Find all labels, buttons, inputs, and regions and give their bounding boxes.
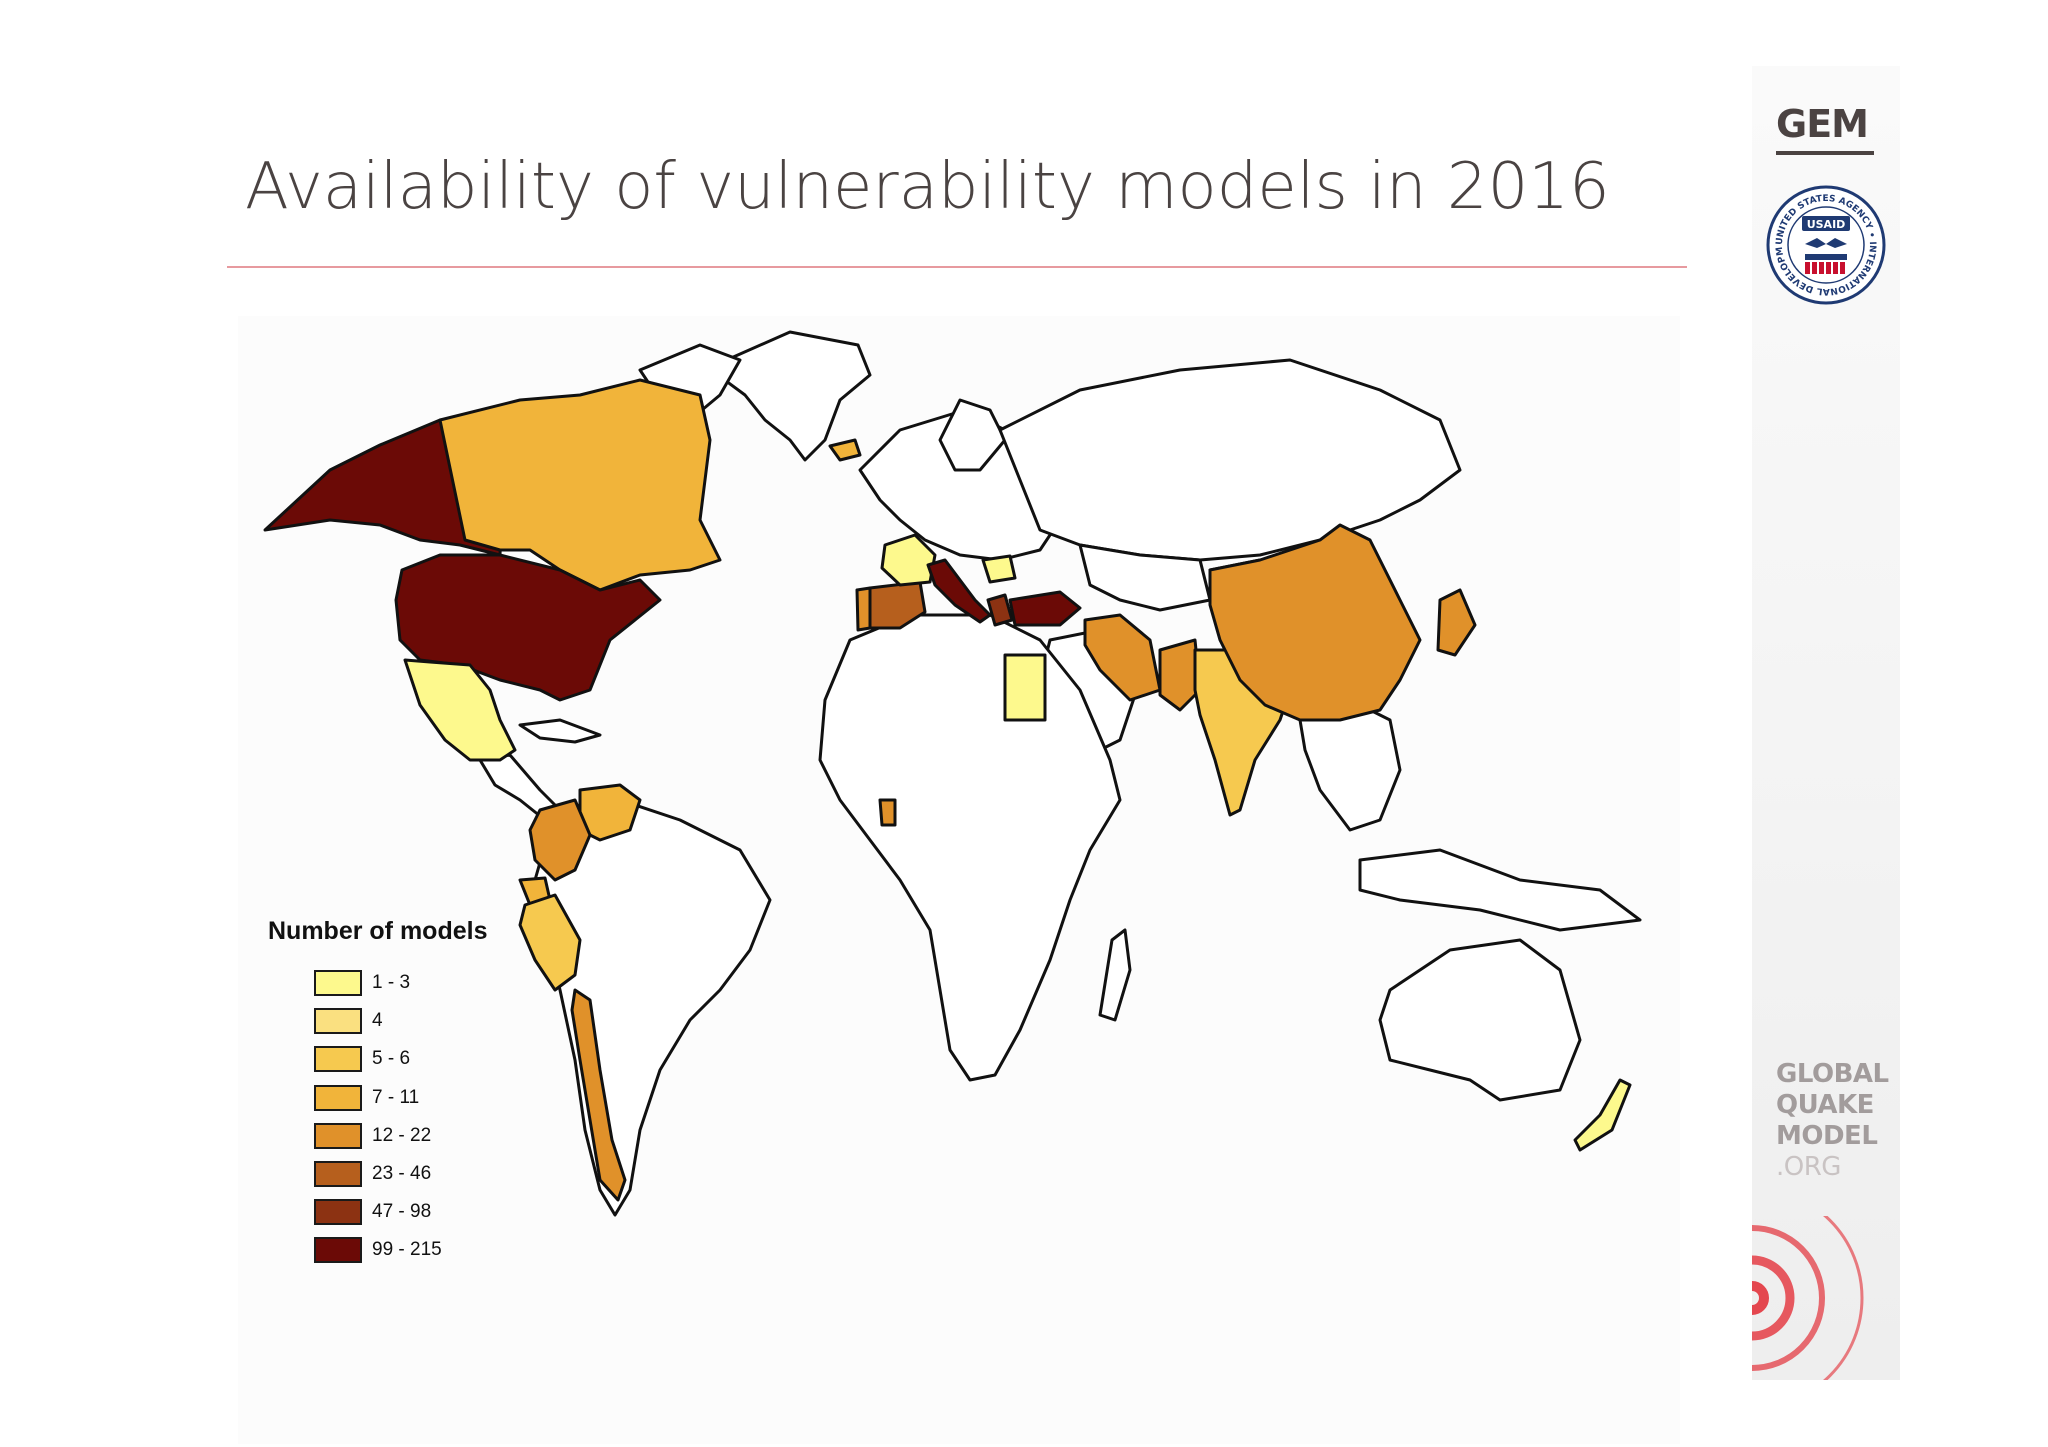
region-pakistan [1158,638,1202,712]
region-canada [438,378,722,592]
legend-title: Number of models [268,917,488,945]
legend-item: 4 [314,1002,487,1040]
usaid-seal-icon: UNITED STATES AGENCY • INTERNATIONAL DEV… [1765,184,1886,305]
region-colombia [528,798,592,882]
legend-label: 5 - 6 [372,1048,411,1070]
region-iran [1083,613,1162,702]
legend-swatch [314,970,362,997]
usaid-badge-text: USAID [1807,218,1846,231]
land-africa [818,613,1122,1082]
legend-label: 1 - 3 [372,972,411,994]
world-map [263,330,1642,1217]
region-egypt [1003,653,1047,722]
legend-label: 23 - 46 [372,1163,432,1185]
region-iceland [828,438,862,462]
region-france [880,533,937,587]
gqm-line-org: .ORG [1776,1152,1841,1182]
region-portugal [855,586,872,632]
legend-item: 5 - 6 [314,1040,487,1078]
legend-label: 12 - 22 [372,1124,432,1146]
legend-item: 99 - 215 [314,1231,487,1269]
gqm-wordmark: GLOBAL QUAKE MODEL .ORG [1776,1059,1889,1183]
gqm-line-model: MODEL [1776,1121,1878,1151]
region-china [1208,523,1422,722]
region-peru [518,893,582,992]
region-mexico [403,658,517,762]
land-australia [1378,938,1582,1102]
ripple-logo-icon [1752,1216,1864,1380]
legend-swatch [314,1199,362,1226]
slide-title: Availability of vulnerability models in … [245,150,1610,224]
gem-logo-underline [1776,151,1874,155]
region-greece [986,593,1014,627]
gqm-line-quake: QUAKE [1776,1090,1874,1120]
legend-label: 99 - 215 [372,1239,442,1261]
land-greenland [720,330,872,462]
legend-item: 47 - 98 [314,1193,487,1231]
title-divider [227,266,1687,268]
region-ghana [878,798,897,827]
legend-label: 47 - 98 [372,1201,432,1223]
legend-item: 7 - 11 [314,1079,487,1117]
gem-logo: GEM [1776,102,1869,146]
region-turkey [1008,590,1082,627]
land-indonesia [1358,848,1642,932]
gqm-line-global: GLOBAL [1776,1059,1889,1089]
legend-swatch [314,1161,362,1188]
region-romania [981,554,1017,584]
legend-swatch [314,1008,362,1035]
legend-item: 23 - 46 [314,1155,487,1193]
land-caribbean [518,718,602,744]
region-japan [1436,588,1477,657]
brand-sidebar: GEM UNITED STATES AGENCY • INTERNATIONAL… [1752,66,1900,1380]
legend-swatch [314,1237,362,1264]
land-russia [998,358,1462,562]
land-madagascar [1098,928,1132,1022]
map-legend: Number of models 1 - 3 4 5 - 6 7 - 11 12… [268,917,487,1270]
legend-swatch [314,1122,362,1149]
land-central-asia [1078,543,1212,612]
legend-label: 4 [372,1010,383,1032]
legend-swatch [314,1046,362,1073]
legend-item: 12 - 22 [314,1117,487,1155]
region-new-zealand [1573,1078,1632,1152]
region-chile [570,988,627,1202]
legend-item: 1 - 3 [314,964,487,1002]
legend-label: 7 - 11 [372,1086,420,1108]
legend-swatch [314,1084,362,1111]
region-italy [926,558,992,624]
